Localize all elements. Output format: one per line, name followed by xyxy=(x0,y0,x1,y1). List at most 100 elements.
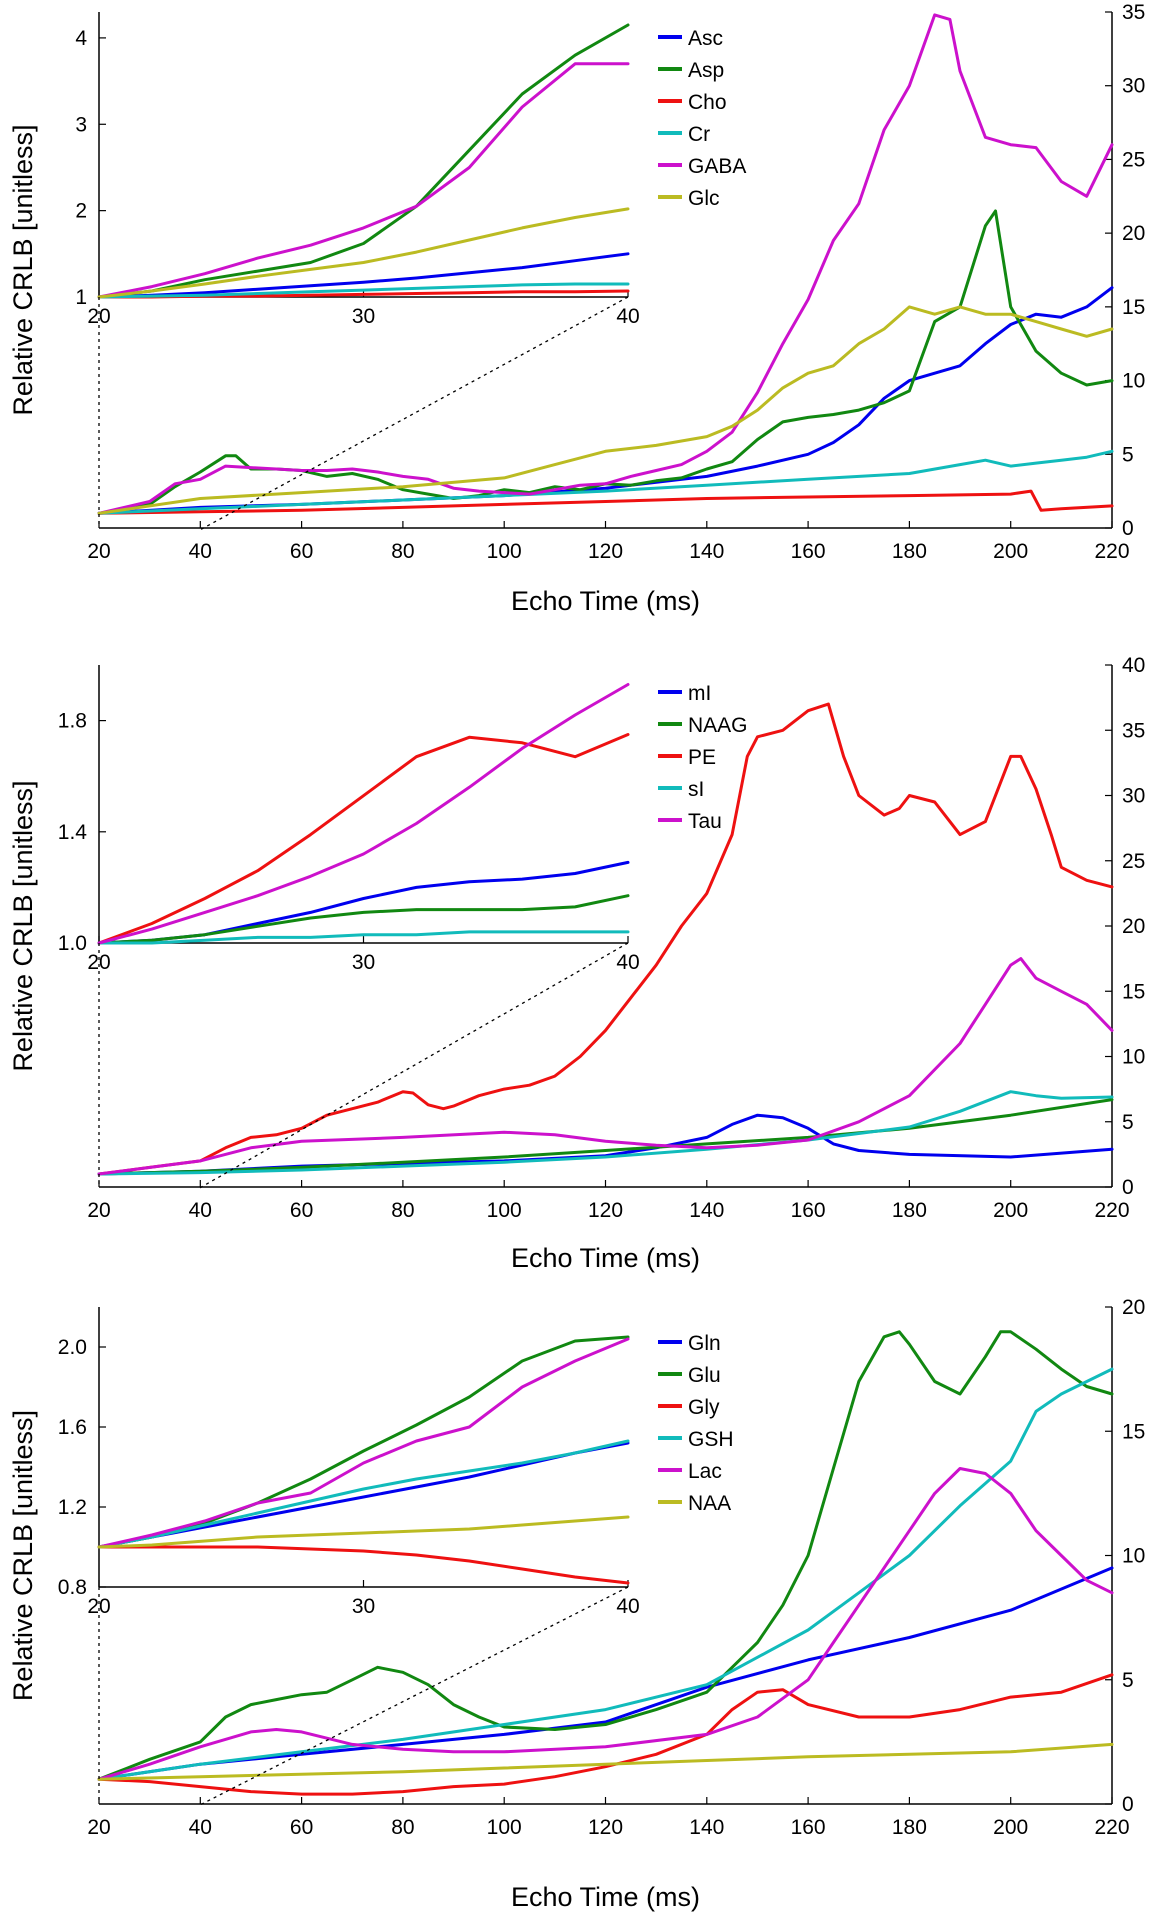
series-line-cr xyxy=(97,449,1114,515)
legend-label-glc: Glc xyxy=(688,187,720,210)
legend-label-glu: Glu xyxy=(688,1364,721,1387)
x-tick-label: 220 xyxy=(1094,540,1129,563)
inset-y-tick-label: 1.2 xyxy=(58,1496,87,1519)
series-line-glu xyxy=(97,1330,1114,1781)
x-tick-label: 220 xyxy=(1094,1816,1129,1839)
x-tick-label: 140 xyxy=(689,1816,724,1839)
inset-series-line-gly xyxy=(97,1545,630,1585)
series-line-mi xyxy=(97,1113,1114,1176)
x-tick-label: 200 xyxy=(993,540,1028,563)
legend-label-pe: PE xyxy=(688,746,716,769)
legend-label-asc: Asc xyxy=(688,27,723,50)
inset-series-line-tau xyxy=(97,683,630,945)
series-line-asc xyxy=(97,286,1114,515)
inset-plot: 20 30 40 1.0 1.4 1.8 xyxy=(58,665,640,974)
inset-y-tick-label: 4 xyxy=(75,27,87,50)
series-line-naa xyxy=(97,1742,1114,1781)
series-line-naag xyxy=(97,1098,1114,1176)
x-tick-label: 180 xyxy=(892,1816,927,1839)
legend-label-mi: mI xyxy=(688,682,711,705)
inset-series-line-gaba xyxy=(97,62,630,299)
y-tick-label-right: 20 xyxy=(1122,1296,1145,1319)
inset-series-line-naa xyxy=(97,1515,630,1549)
y-axis-label: Relative CRLB [unitless] xyxy=(8,780,38,1071)
x-tick-label: 200 xyxy=(993,1199,1028,1222)
inset-plot: 20 30 40 1 2 3 4 xyxy=(75,12,640,328)
x-tick-label: 100 xyxy=(487,540,522,563)
y-tick-label-right: 15 xyxy=(1122,296,1145,319)
inset-y-tick-label: 3 xyxy=(75,113,87,136)
zoom-guide-right xyxy=(197,942,629,1190)
y-tick-label-right: 35 xyxy=(1122,719,1145,742)
x-axis-label: Echo Time (ms) xyxy=(511,1243,700,1273)
legend: mI NAAG PE sI Tau xyxy=(658,682,748,833)
inset-x-tick-label: 20 xyxy=(87,951,110,974)
x-tick-label: 120 xyxy=(588,1199,623,1222)
inset-series-line-cr xyxy=(97,282,630,299)
inset-background xyxy=(99,12,628,297)
inset-series-line-asc xyxy=(97,252,630,299)
x-tick-label: 40 xyxy=(189,540,212,563)
series-line-gsh xyxy=(97,1367,1114,1781)
legend-label-tau: Tau xyxy=(688,810,722,833)
y-tick-label-right: 40 xyxy=(1122,654,1145,677)
inset-x-tick-label: 30 xyxy=(352,951,375,974)
x-tick-label: 20 xyxy=(87,1199,110,1222)
x-tick-label: 60 xyxy=(290,540,313,563)
inset-y-tick-label: 1.8 xyxy=(58,710,87,733)
x-tick-label: 20 xyxy=(87,1816,110,1839)
x-tick-label: 120 xyxy=(588,540,623,563)
inset-x-tick-label: 20 xyxy=(87,1595,110,1618)
x-tick-label: 220 xyxy=(1094,1199,1129,1222)
y-tick-label-right: 25 xyxy=(1122,148,1145,171)
series-line-glc xyxy=(97,305,1114,515)
inset-y-tick-label: 2 xyxy=(75,200,87,223)
legend-label-lac: Lac xyxy=(688,1460,722,1483)
y-tick-label-right: 10 xyxy=(1122,1046,1145,1069)
series-line-gaba xyxy=(97,13,1114,515)
x-axis-label: Echo Time (ms) xyxy=(511,1882,700,1912)
legend: Asc Asp Cho Cr GABA Glc xyxy=(658,27,746,210)
inset-series-line-gsh xyxy=(97,1439,630,1549)
series-line-gln xyxy=(97,1566,1114,1781)
y-tick-label-right: 5 xyxy=(1122,1111,1134,1134)
chart-panel-1: 20 40 60 80 100 120 140 160 180 200 22005101520253… xyxy=(8,1,1145,616)
x-tick-label: 140 xyxy=(689,540,724,563)
y-tick-label-right: 15 xyxy=(1122,1420,1145,1443)
inset-series-line-asp xyxy=(97,23,630,299)
x-tick-label: 60 xyxy=(290,1816,313,1839)
x-tick-label: 20 xyxy=(87,540,110,563)
x-tick-label: 160 xyxy=(791,1199,826,1222)
inset-x-tick-label: 40 xyxy=(616,951,639,974)
y-tick-label-right: 20 xyxy=(1122,222,1145,245)
y-tick-label-right: 10 xyxy=(1122,1545,1145,1568)
inset-series-line-si xyxy=(97,930,630,945)
y-axis-label: Relative CRLB [unitless] xyxy=(8,1410,38,1701)
x-tick-label: 120 xyxy=(588,1816,623,1839)
y-tick-label-right: 5 xyxy=(1122,443,1134,466)
y-tick-label-right: 35 xyxy=(1122,1,1145,24)
x-tick-label: 180 xyxy=(892,540,927,563)
y-tick-label-right: 5 xyxy=(1122,1669,1134,1692)
x-tick-label: 200 xyxy=(993,1816,1028,1839)
y-tick-label-right: 20 xyxy=(1122,915,1145,938)
inset-x-tick-label: 40 xyxy=(616,305,639,328)
legend-label-asp: Asp xyxy=(688,59,724,82)
inset-y-tick-label: 2.0 xyxy=(58,1336,87,1359)
y-tick-label-right: 0 xyxy=(1122,1176,1134,1199)
series-line-pe xyxy=(97,702,1114,1176)
inset-y-tick-label: 0.8 xyxy=(58,1576,87,1599)
legend-label-cho: Cho xyxy=(688,91,727,114)
legend-label-gly: Gly xyxy=(688,1396,720,1419)
zoom-guide-right xyxy=(197,296,629,532)
y-tick-label-right: 0 xyxy=(1122,517,1134,540)
x-tick-label: 140 xyxy=(689,1199,724,1222)
series-line-cho xyxy=(97,489,1114,515)
inset-plot: 20 30 40 0.8 1.2 1.6 2.0 xyxy=(58,1307,640,1618)
series-line-lac xyxy=(97,1467,1114,1781)
x-tick-label: 60 xyxy=(290,1199,313,1222)
legend-label-gln: Gln xyxy=(688,1332,721,1355)
